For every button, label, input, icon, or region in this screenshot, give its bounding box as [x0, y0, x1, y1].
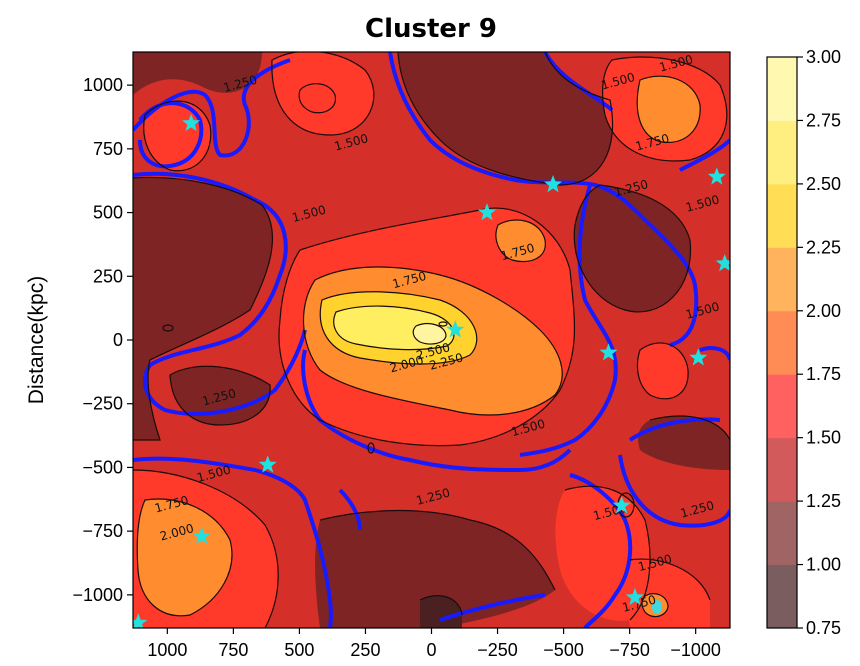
x-tick-label: 1000 — [147, 640, 187, 660]
y-tick-label: 1000 — [83, 75, 123, 95]
y-tick-label: −500 — [82, 457, 123, 477]
x-axis-ticks: 1000 750 500 250 0 −250 −500 −750 −1000 — [147, 628, 721, 660]
colorbar-tick-label: 1.25 — [806, 491, 841, 511]
y-tick-label: 0 — [113, 330, 123, 350]
blue-contours — [133, 52, 730, 628]
colorbar-band — [767, 374, 797, 439]
region-core-275 — [413, 323, 446, 344]
region-dark-s — [315, 510, 555, 628]
colorbar-tick-label: 2.25 — [806, 237, 841, 257]
x-tick-label: 750 — [218, 640, 248, 660]
star-marker — [625, 587, 644, 606]
y-tick-label: −750 — [82, 521, 123, 541]
colorbar-tick-label: 1.75 — [806, 364, 841, 384]
star-marker — [182, 113, 201, 131]
x-tick-label: 0 — [426, 640, 436, 660]
region-dark-w — [133, 177, 273, 440]
colorbar-band — [767, 183, 797, 248]
colorbar-tick-label: 0.75 — [806, 618, 841, 638]
cluster-markers — [133, 113, 730, 628]
colorbar: 0.75 1.00 1.25 1.50 1.75 2.00 2.25 2.50 2.75 3.00 — [766, 47, 841, 638]
x-tick-label: −750 — [609, 640, 650, 660]
region-dark-e — [574, 185, 691, 312]
star-marker — [258, 455, 277, 473]
region-dark-n — [398, 52, 613, 185]
colorbar-band — [767, 564, 797, 629]
y-tick-label: 500 — [93, 203, 123, 223]
region-darkest-s — [420, 595, 462, 628]
star-marker — [446, 320, 465, 338]
star-marker — [707, 167, 726, 185]
chart-title: Cluster 9 — [365, 14, 497, 44]
star-marker — [612, 496, 631, 514]
region-dark-se — [638, 416, 730, 470]
region-sw-2 — [137, 499, 232, 616]
y-axis-label: Distance(kpc) — [25, 276, 48, 404]
region-e — [637, 342, 689, 399]
x-tick-label: −250 — [477, 640, 518, 660]
region-n1 — [271, 52, 374, 135]
colorbar-tick-label: 2.00 — [806, 301, 841, 321]
colorbar-band — [767, 247, 797, 312]
y-tick-label: 750 — [93, 139, 123, 159]
star-marker — [689, 348, 708, 366]
star-marker — [192, 526, 211, 544]
colorbar-band — [767, 310, 797, 375]
star-marker — [715, 254, 730, 272]
colorbar-band — [767, 501, 797, 566]
colorbar-band — [767, 120, 797, 185]
region-se-core — [652, 600, 662, 614]
x-tick-label: −1000 — [670, 640, 721, 660]
colorbar-band — [767, 437, 797, 502]
region-dark-sw-small — [170, 366, 271, 425]
x-tick-label: 500 — [284, 640, 314, 660]
star-marker — [477, 203, 496, 221]
star-marker — [133, 613, 148, 628]
x-tick-label: 250 — [350, 640, 380, 660]
colorbar-tick-label: 2.50 — [806, 174, 841, 194]
y-tick-label: −250 — [82, 394, 123, 414]
region-ne-2 — [637, 76, 701, 143]
colorbar-frame — [766, 56, 798, 629]
colorbar-tick-label: 3.00 — [806, 47, 841, 67]
y-tick-label: 250 — [93, 266, 123, 286]
star-marker — [599, 343, 618, 361]
star-marker — [544, 175, 562, 193]
x-tick-label: −500 — [543, 640, 584, 660]
colorbar-tick-label: 1.50 — [806, 428, 841, 448]
colorbar-tick-label: 2.75 — [806, 110, 841, 130]
colorbar-tick-label: 1.00 — [806, 555, 841, 575]
y-axis-ticks: 1000 750 500 250 0 −250 −500 −750 −1000 — [72, 75, 133, 605]
region-n-2 — [495, 220, 546, 262]
region-dark-nw — [133, 52, 262, 95]
colorbar-band — [767, 57, 797, 121]
y-tick-label: −1000 — [72, 585, 123, 605]
